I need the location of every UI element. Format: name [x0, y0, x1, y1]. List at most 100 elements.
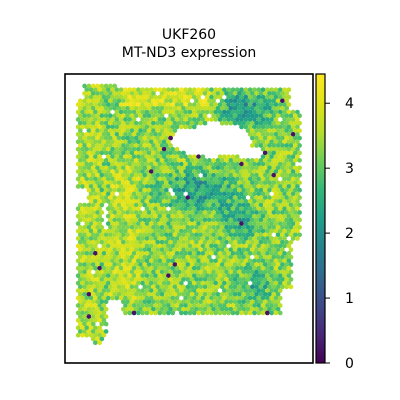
tissue-spot: [252, 161, 257, 167]
tissue-spot: [252, 303, 257, 308]
tissue-spot: [84, 132, 90, 137]
tissue-spot: [95, 247, 100, 253]
tissue-spot: [118, 169, 124, 174]
tissue-spot: [183, 251, 188, 256]
tissue-spot: [273, 258, 279, 264]
tissue-spot: [75, 288, 81, 293]
tissue-spot: [295, 132, 300, 137]
tissue-spot: [187, 310, 193, 316]
tissue-spot: [151, 262, 156, 267]
tissue-spot: [189, 291, 195, 297]
tissue-spot: [146, 217, 152, 223]
tissue-spot: [153, 184, 158, 189]
tissue-spot: [179, 184, 184, 189]
tissue-spot: [127, 124, 133, 130]
tissue-spot: [191, 169, 197, 174]
tissue-spot: [191, 198, 197, 204]
tissue-spot: [86, 232, 92, 238]
tissue-spot: [277, 169, 283, 174]
tissue-spot: [82, 329, 87, 334]
tissue-spot: [228, 113, 234, 119]
tissue-spot: [189, 158, 195, 163]
tissue-spot: [174, 109, 180, 115]
tissue-spot: [282, 251, 287, 256]
tissue-spot: [258, 262, 264, 267]
tissue-spot: [187, 265, 193, 271]
tissue-spot: [189, 91, 195, 96]
tissue-spot: [277, 228, 283, 234]
tissue-spot: [267, 284, 272, 290]
tissue-spot: [284, 225, 290, 230]
tissue-spot: [155, 225, 161, 230]
tissue-spot: [217, 265, 223, 271]
tissue-spot: [95, 225, 100, 230]
tissue-spot: [183, 303, 188, 308]
tissue-spot: [170, 236, 176, 241]
tissue-spot: [202, 172, 208, 178]
tissue-spot: [290, 206, 296, 212]
tissue-spot: [202, 113, 208, 119]
tissue-spot: [155, 128, 161, 133]
tissue-spot: [77, 277, 83, 282]
tissue-spot: [249, 113, 255, 119]
tissue-spot: [262, 195, 268, 200]
tissue-spot: [116, 262, 122, 267]
tissue-spot: [125, 135, 130, 141]
tissue-spot: [151, 247, 156, 253]
tissue-spot: [112, 210, 118, 215]
tissue-spot: [97, 340, 102, 346]
tissue-spot: [234, 258, 240, 264]
tissue-spot: [275, 284, 281, 290]
tissue-spot: [234, 94, 240, 100]
tissue-spot: [112, 98, 118, 104]
tissue-spot: [230, 169, 236, 174]
tissue-spot: [88, 94, 94, 100]
tissue-spot: [187, 161, 193, 167]
tissue-spot: [110, 184, 115, 189]
tissue-spot: [275, 299, 281, 305]
tissue-spot: [228, 210, 234, 215]
tissue-spot: [245, 113, 251, 119]
tissue-spot: [269, 198, 274, 204]
tissue-spot: [166, 184, 171, 189]
tissue-spot: [213, 198, 219, 204]
tissue-spot: [174, 303, 180, 308]
tissue-spot: [224, 299, 229, 305]
tissue-spot: [280, 187, 285, 193]
tissue-spot: [99, 336, 105, 342]
tissue-spot: [84, 303, 90, 308]
tissue-spot: [286, 161, 292, 167]
tissue-spot: [282, 132, 287, 137]
tissue-spot: [108, 277, 113, 282]
tissue-spot: [86, 180, 92, 186]
tissue-spot: [82, 269, 87, 275]
tissue-spot: [200, 198, 206, 204]
tissue-spot: [168, 150, 173, 156]
tissue-spot: [90, 187, 96, 193]
tissue-spot: [123, 132, 128, 137]
tissue-spot: [166, 258, 171, 264]
tissue-spot: [80, 184, 85, 189]
tissue-spot: [153, 87, 158, 93]
tissue-spot: [170, 198, 176, 204]
tissue-spot: [93, 303, 98, 308]
tissue-spot: [265, 109, 270, 115]
tissue-spot: [247, 184, 253, 189]
tissue-spot: [123, 288, 128, 293]
tissue-spot: [88, 243, 94, 249]
tissue-spot: [140, 176, 145, 182]
tissue-spot: [196, 154, 201, 160]
tissue-spot: [77, 321, 83, 327]
tissue-spot: [260, 228, 266, 234]
tissue-spot: [95, 113, 100, 119]
tissue-spot: [224, 98, 229, 104]
tissue-spot: [260, 251, 266, 256]
tissue-spot: [277, 258, 283, 264]
tissue-spot: [159, 225, 165, 230]
tissue-spot: [194, 158, 199, 163]
tissue-spot: [123, 124, 128, 130]
tissue-spot: [129, 143, 135, 148]
tissue-spot: [90, 299, 96, 305]
tissue-spot: [159, 232, 165, 238]
tissue-spot: [90, 254, 96, 260]
